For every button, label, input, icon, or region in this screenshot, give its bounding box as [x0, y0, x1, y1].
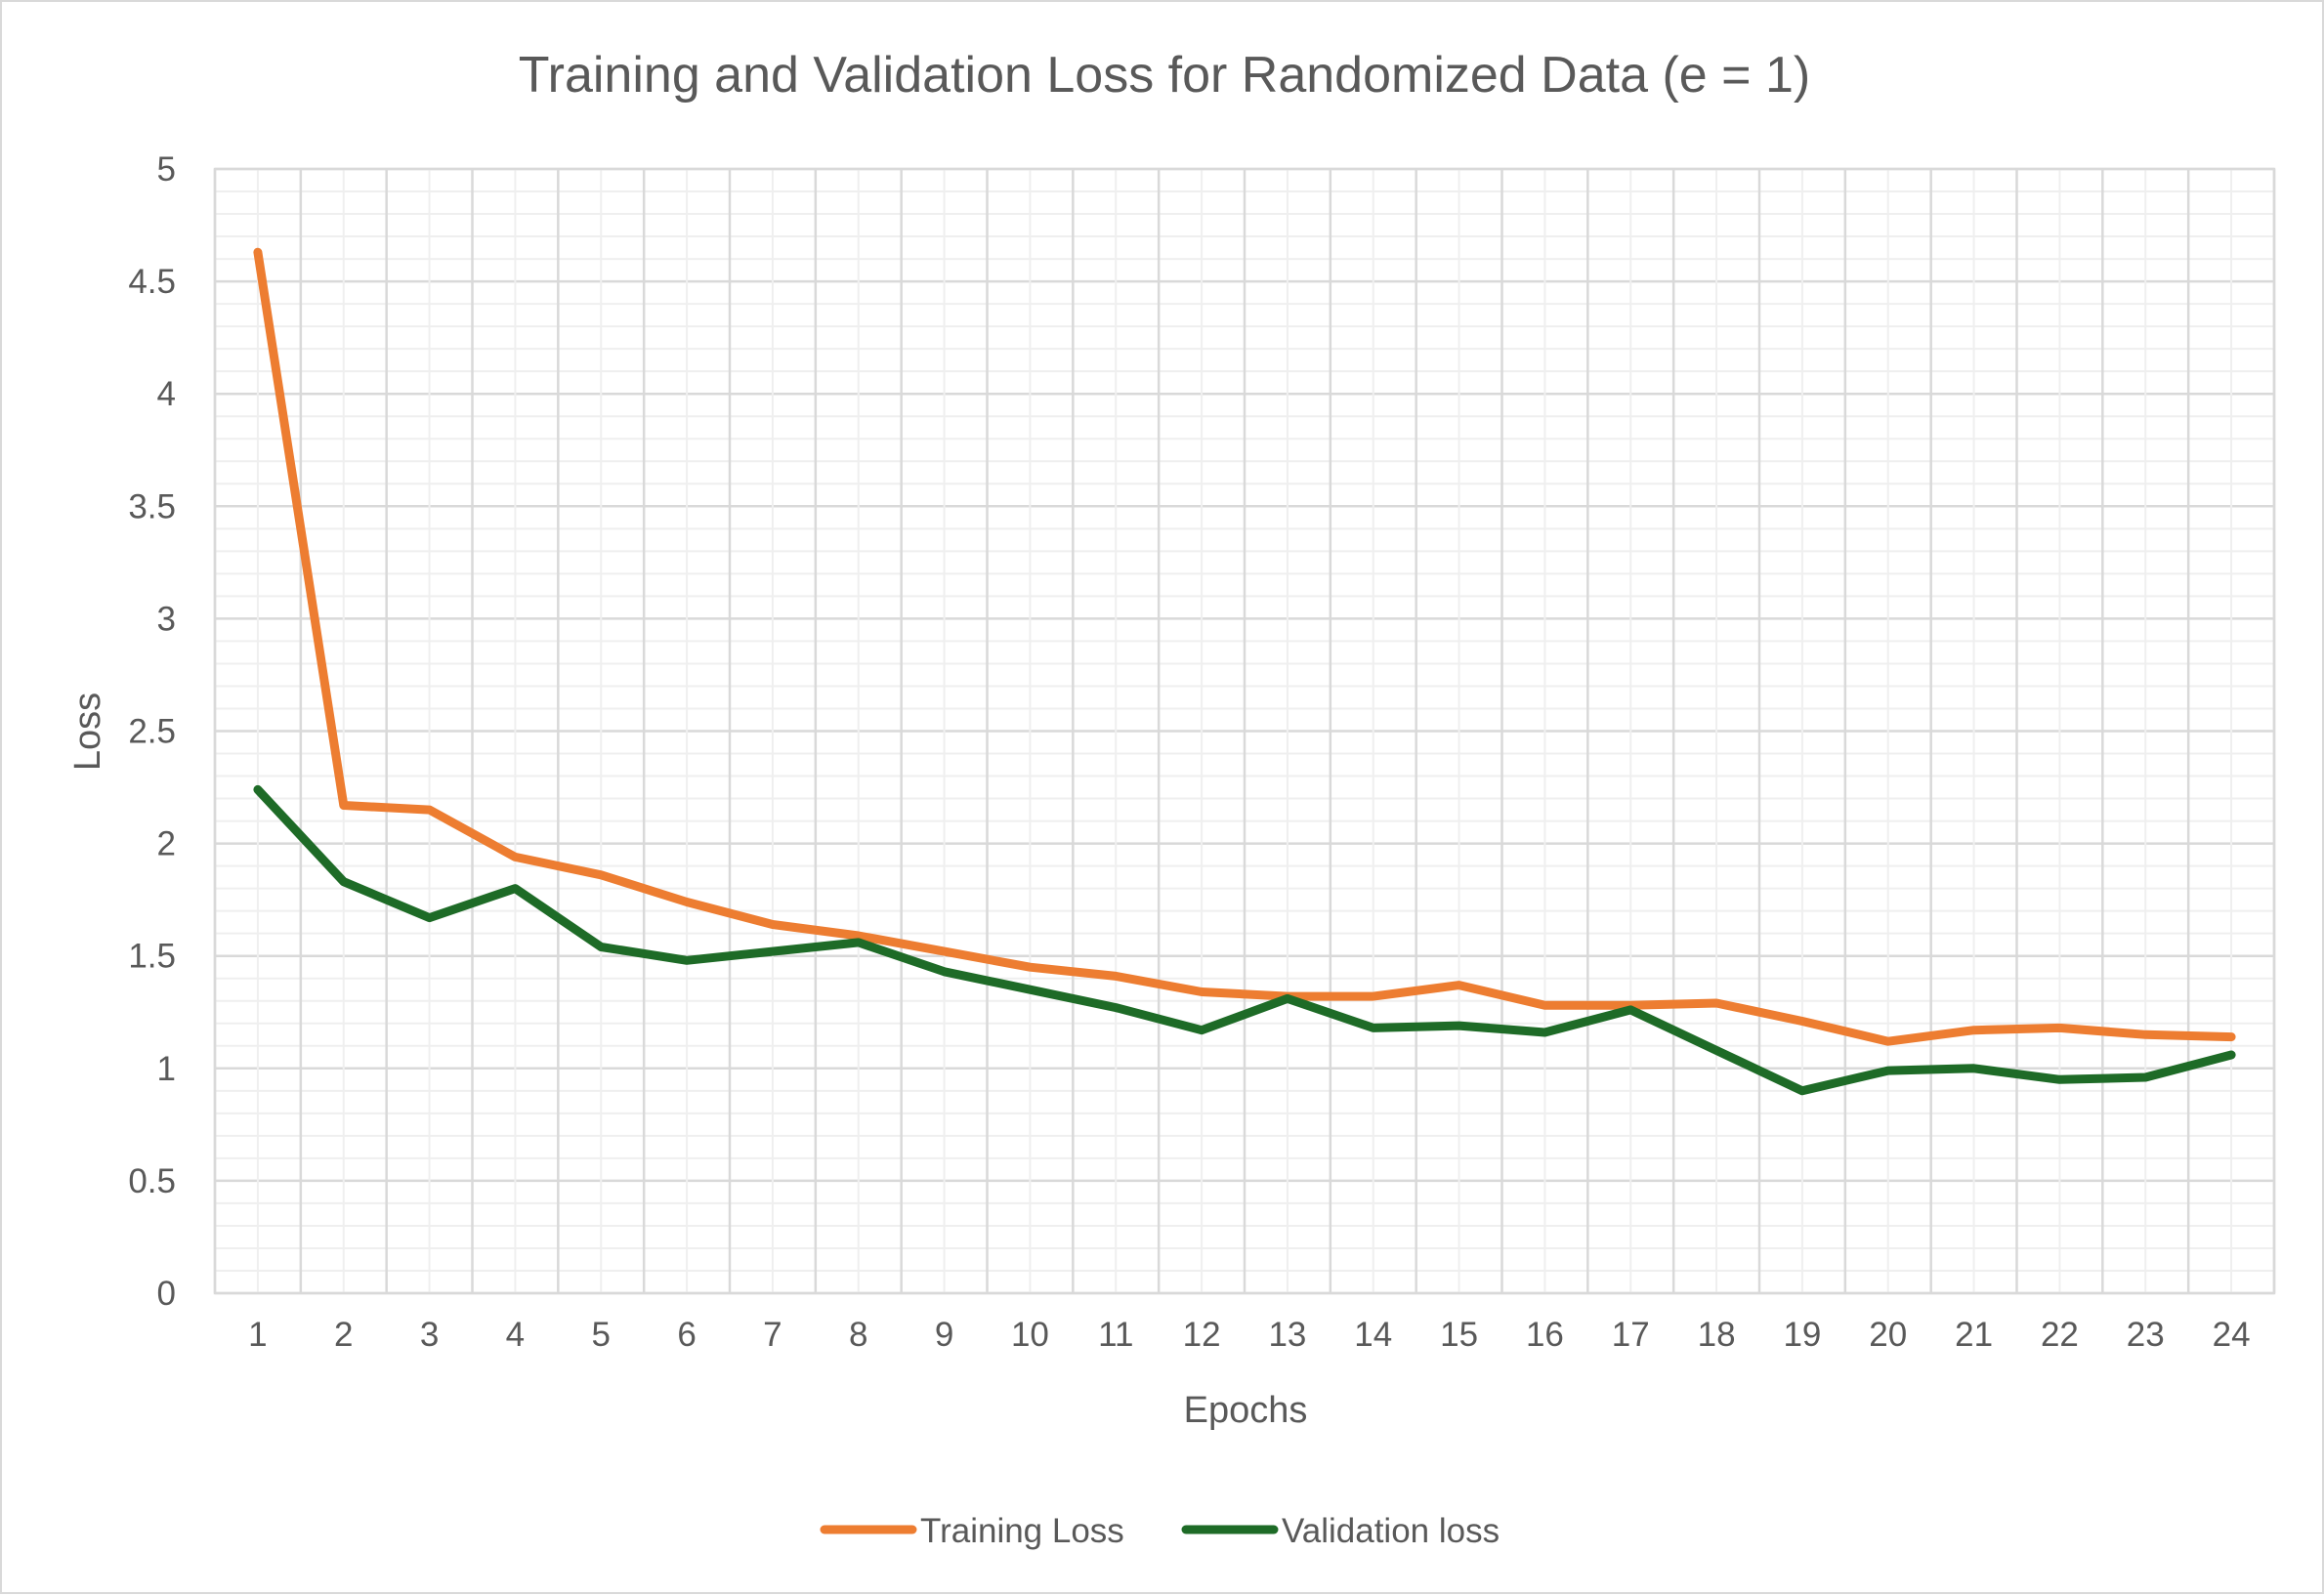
- x-tick-label: 22: [2041, 1316, 2079, 1354]
- x-tick-label: 14: [1354, 1316, 1392, 1354]
- series-lines: [253, 247, 2236, 1096]
- chart-title: Training and Validation Loss for Randomi…: [519, 47, 1810, 104]
- x-tick-label: 11: [1098, 1316, 1133, 1354]
- x-axis-tick-labels: 1 2 3 4 5 6 7 8 9 10 11 12 13 14 15 16 17 18 19 20 21 22 23 24: [248, 1316, 2250, 1354]
- x-tick-label: 12: [1183, 1316, 1221, 1354]
- y-axis-title: Loss: [67, 693, 108, 771]
- x-tick-label: 16: [1526, 1316, 1564, 1354]
- y-tick-label: 5: [157, 150, 176, 189]
- x-tick-label: 1: [248, 1316, 267, 1354]
- x-tick-label: 9: [935, 1316, 953, 1354]
- series-line-training-loss: [253, 247, 2236, 1046]
- plot-area-border: [213, 167, 2276, 1295]
- x-tick-label: 4: [506, 1316, 525, 1354]
- y-tick-label: 4: [157, 375, 176, 413]
- x-tick-label: 6: [677, 1316, 696, 1354]
- y-tick-label: 1: [157, 1050, 176, 1088]
- y-tick-label: 3: [157, 600, 176, 638]
- x-tick-label: 3: [420, 1316, 439, 1354]
- x-tick-label: 15: [1440, 1316, 1478, 1354]
- legend: Training Loss Validation loss: [820, 1512, 1500, 1550]
- vertical-gridlines: [213, 169, 2276, 1293]
- y-axis-tick-labels: 0 0.5 1 1.5 2 2.5 3 3.5 4 4.5 5: [128, 150, 176, 1313]
- series-line-validation-loss: [253, 784, 2236, 1096]
- y-tick-label: 0.5: [128, 1162, 176, 1200]
- legend-item-validation-loss[interactable]: Validation loss: [1181, 1512, 1500, 1550]
- x-tick-label: 23: [2127, 1316, 2165, 1354]
- legend-item-training-loss[interactable]: Training Loss: [820, 1512, 1124, 1550]
- x-tick-label: 7: [763, 1316, 782, 1354]
- y-tick-label: 1.5: [128, 938, 176, 976]
- x-tick-label: 8: [849, 1316, 867, 1354]
- legend-label-training-loss: Training Loss: [920, 1512, 1124, 1550]
- y-tick-label: 2: [157, 825, 176, 863]
- y-tick-label: 2.5: [128, 713, 176, 751]
- x-axis-title: Epochs: [1184, 1390, 1308, 1431]
- x-tick-label: 21: [1955, 1316, 1993, 1354]
- x-tick-label: 10: [1011, 1316, 1049, 1354]
- x-tick-label: 17: [1612, 1316, 1650, 1354]
- x-tick-label: 24: [2213, 1316, 2251, 1354]
- x-tick-label: 18: [1698, 1316, 1736, 1354]
- x-tick-label: 20: [1869, 1316, 1907, 1354]
- x-tick-label: 5: [592, 1316, 611, 1354]
- y-tick-label: 4.5: [128, 263, 176, 301]
- x-tick-label: 13: [1268, 1316, 1306, 1354]
- legend-label-validation-loss: Validation loss: [1282, 1512, 1500, 1550]
- y-tick-label: 0: [157, 1275, 176, 1313]
- y-tick-label: 3.5: [128, 487, 176, 525]
- x-tick-label: 2: [334, 1316, 353, 1354]
- x-tick-label: 19: [1783, 1316, 1821, 1354]
